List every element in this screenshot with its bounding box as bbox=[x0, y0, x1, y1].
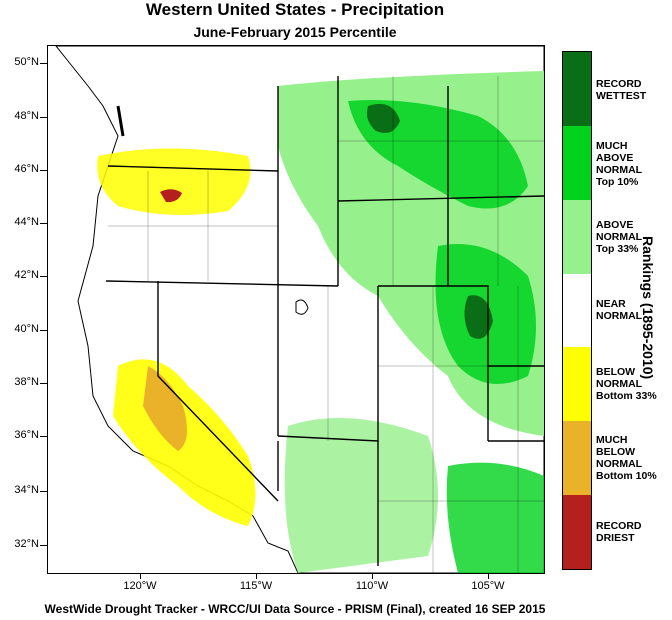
lat-tick bbox=[40, 170, 47, 171]
lat-tick bbox=[40, 436, 47, 437]
lat-tick bbox=[40, 117, 47, 118]
lat-label-32: 32°N bbox=[14, 538, 39, 550]
legend-title: Rankings (1895-2010) bbox=[636, 236, 672, 436]
legend-title-text: Rankings (1895-2010) bbox=[640, 236, 656, 380]
lat-tick bbox=[40, 383, 47, 384]
legend-swatch-below bbox=[563, 347, 591, 421]
legend-swatch-near bbox=[563, 274, 591, 347]
map-subtitle: June-February 2015 Percentile bbox=[193, 24, 397, 40]
state-borders bbox=[105, 76, 544, 566]
lat-tick bbox=[40, 545, 47, 546]
lat-label-46: 46°N bbox=[14, 163, 39, 175]
much-above-region-southwest bbox=[446, 462, 544, 573]
lat-label-38: 38°N bbox=[14, 376, 39, 388]
legend-swatch-much-above bbox=[563, 126, 591, 200]
lon-tick bbox=[256, 573, 257, 579]
legend-label-record-wettest: RECORD WETTEST bbox=[596, 78, 647, 102]
lat-label-40: 40°N bbox=[14, 323, 39, 335]
puget-sound bbox=[116, 105, 125, 137]
legend-colorbar bbox=[562, 51, 592, 570]
map-title: Western United States - Precipitation bbox=[145, 0, 445, 19]
legend-label-below: BELOW NORMAL Bottom 33% bbox=[596, 366, 657, 402]
lat-tick bbox=[40, 276, 47, 277]
lon-tick bbox=[140, 573, 141, 579]
lat-label-48: 48°N bbox=[14, 110, 39, 122]
legend-label-above: ABOVE NORMAL Top 33% bbox=[596, 219, 643, 255]
lon-label-120: 120°W bbox=[123, 580, 157, 592]
legend-swatch-record-driest bbox=[563, 495, 591, 569]
precipitation-map bbox=[47, 45, 545, 574]
record-wet-colorado bbox=[464, 295, 493, 339]
lat-label-36: 36°N bbox=[14, 429, 39, 441]
map-canvas bbox=[55, 46, 544, 573]
lon-label-105: 105°W bbox=[471, 580, 505, 592]
lat-label-50: 50°N bbox=[14, 56, 39, 68]
lat-tick bbox=[40, 330, 47, 331]
lon-label-110: 110°W bbox=[355, 580, 389, 592]
county-borders bbox=[108, 76, 544, 573]
footer-credit: WestWide Drought Tracker - WRCC/UI Data … bbox=[44, 602, 546, 616]
record-wet-montana bbox=[367, 103, 400, 134]
lon-tick bbox=[372, 573, 373, 579]
lon-tick bbox=[488, 573, 489, 579]
legend-swatch-record-wettest bbox=[563, 52, 591, 126]
below-normal-oregon bbox=[97, 148, 251, 215]
legend-swatch-much-below bbox=[563, 421, 591, 495]
lat-label-44: 44°N bbox=[14, 216, 39, 228]
lat-tick bbox=[40, 223, 47, 224]
lat-label-42: 42°N bbox=[14, 269, 39, 281]
legend-swatch-above bbox=[563, 200, 591, 274]
legend-label-record-driest: RECORD DRIEST bbox=[596, 520, 642, 544]
above-normal-southwest bbox=[284, 418, 438, 573]
lat-label-34: 34°N bbox=[14, 484, 39, 496]
legend-label-near: NEAR NORMAL bbox=[596, 298, 643, 322]
record-dry-oregon bbox=[160, 189, 182, 203]
legend-label-much-below: MUCH BELOW NORMAL Bottom 10% bbox=[596, 434, 657, 482]
great-salt-lake bbox=[295, 299, 309, 315]
lat-tick bbox=[40, 491, 47, 492]
much-below-california bbox=[143, 366, 187, 451]
lat-tick bbox=[40, 63, 47, 64]
lon-label-115: 115°W bbox=[239, 580, 273, 592]
legend-label-much-above: MUCH ABOVE NORMAL Top 10% bbox=[596, 140, 643, 188]
